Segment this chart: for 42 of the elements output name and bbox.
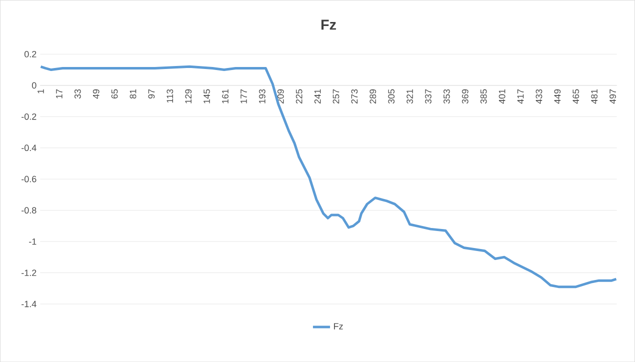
x-tick-label: 1	[38, 89, 44, 94]
x-tick-label: 369	[462, 89, 468, 104]
x-tick-label: 385	[480, 89, 487, 104]
y-tick-label: -0.4	[22, 144, 36, 151]
x-tick-label: 177	[240, 89, 247, 104]
x-tick-label: 305	[388, 89, 395, 104]
x-tick-label: 465	[572, 89, 580, 104]
y-tick-label: -0.2	[22, 113, 36, 120]
x-tick-label: 97	[148, 89, 155, 98]
x-tick-label: 49	[92, 89, 100, 99]
y-tick-label: 0	[32, 82, 36, 89]
x-tick-label: 145	[204, 89, 210, 104]
x-tick-label: 113	[166, 89, 174, 102]
x-tick-label: 65	[111, 89, 118, 98]
x-tick-label: 321	[406, 89, 413, 104]
y-tick-label: -1	[29, 238, 36, 245]
x-tick-label: 257	[332, 89, 340, 104]
y-tick-label: -1.2	[22, 270, 36, 276]
x-tick-label: 417	[517, 89, 524, 104]
chart-title: Fz	[321, 20, 336, 30]
x-tick-label: 289	[370, 89, 376, 104]
x-tick-label: 353	[444, 89, 450, 104]
x-tick-label: 225	[296, 89, 302, 104]
x-tick-label: 401	[498, 89, 506, 104]
x-tick-label: 17	[56, 89, 62, 98]
x-tick-label: 497	[610, 89, 616, 104]
x-tick-label: 433	[536, 89, 542, 104]
x-tick-label: 33	[74, 89, 81, 99]
y-tick-label: -0.6	[22, 176, 36, 182]
x-tick-label: 241	[314, 89, 321, 104]
legend-label: Fz	[334, 323, 343, 330]
y-tick-label: 0.2	[24, 50, 36, 58]
x-tick-label: 81	[130, 89, 136, 98]
x-tick-label: 161	[222, 89, 228, 104]
x-tick-label: 273	[351, 89, 358, 104]
x-tick-label: 129	[185, 89, 192, 104]
x-tick-label: 481	[591, 89, 598, 104]
x-tick-label: 193	[258, 89, 266, 104]
y-tick-label: -1.4	[22, 300, 36, 308]
y-tick-label: -0.8	[22, 207, 36, 214]
x-tick-label: 449	[554, 89, 561, 104]
x-tick-label: 337	[425, 89, 432, 104]
